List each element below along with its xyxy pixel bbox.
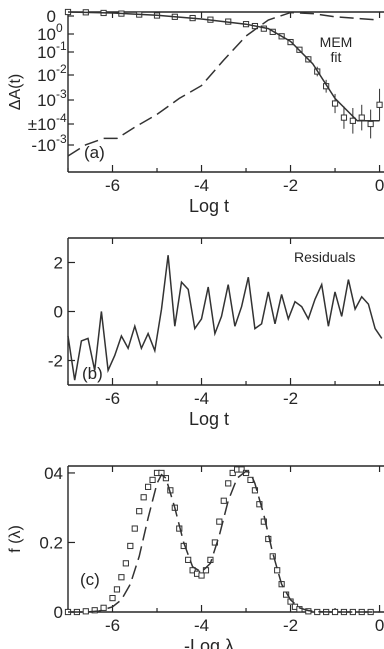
y-tick-label: 10 (37, 91, 56, 110)
y-tick-exponent: -2 (56, 62, 67, 76)
data-point (349, 117, 356, 124)
panel-b: -6 -4 -2 Log t 2 0 -2 (b) Residuals (48, 237, 384, 429)
x-tick-label: -6 (105, 176, 120, 195)
series (68, 470, 380, 613)
data-point (127, 542, 134, 550)
data-point (269, 553, 276, 560)
data-point (358, 114, 365, 121)
x-axis-label: -Log λ (184, 636, 234, 649)
x-tick-label: -2 (283, 616, 298, 635)
data-point (331, 100, 339, 107)
y-tick-label: 0.2 (39, 533, 63, 552)
panel-label: (a) (84, 143, 105, 162)
y-tick-label: 04 (44, 464, 63, 483)
x-tick-label: -2 (283, 389, 298, 408)
data-point (376, 101, 383, 108)
x-tick-label: -2 (283, 176, 298, 195)
series-line (67, 11, 380, 122)
data-point (131, 525, 138, 532)
data-point (216, 518, 223, 525)
x-axis-label: Log t (189, 409, 229, 429)
y-tick-exponent: -1 (56, 39, 67, 53)
y-tick-label: -10 (31, 136, 56, 155)
y-tick-exponent: -4 (56, 111, 67, 125)
y-tick-label: 2 (54, 254, 63, 273)
data-point (82, 608, 89, 615)
annotation-line: fit (331, 49, 342, 65)
panel-c: -6 -4 -2 0 -Log λ 04 0.2 0 f (λ) (c) (7, 464, 384, 649)
data-point (100, 604, 107, 611)
data-point (238, 466, 245, 473)
y-tick-label: 0 (47, 7, 56, 26)
series (67, 11, 380, 122)
x-axis-label: Log t (189, 196, 229, 216)
x-tick-label: 0 (375, 616, 384, 635)
series-line (67, 255, 383, 381)
x-tick-label: -4 (194, 616, 209, 635)
data-point (91, 607, 98, 614)
y-tick-exponent: 0 (56, 21, 63, 35)
y-tick-label: 10 (37, 43, 56, 62)
data-point (162, 475, 170, 482)
data-point (229, 469, 236, 477)
data-point (274, 567, 281, 574)
y-tick-exponent: -3 (56, 132, 67, 146)
panel-label: (c) (80, 570, 100, 589)
data-point (118, 574, 125, 581)
data-point (331, 608, 339, 616)
series (67, 11, 380, 157)
y-tick-label: 10 (37, 25, 56, 44)
series (67, 255, 383, 381)
series (64, 8, 383, 139)
data-point (113, 586, 121, 593)
data-point (109, 594, 116, 602)
data-point (145, 483, 152, 490)
y-tick-label: -2 (48, 352, 63, 371)
data-point (340, 114, 348, 121)
x-tick-label: 0 (375, 176, 384, 195)
data-point (136, 508, 143, 515)
x-tick-label: -4 (194, 176, 209, 195)
data-point (367, 120, 374, 128)
data-point (282, 591, 290, 598)
data-point (260, 518, 267, 525)
y-axis-label: f (λ) (7, 525, 24, 553)
y-tick-exponent: -3 (56, 87, 67, 101)
data-point (225, 480, 232, 487)
data-point (189, 567, 196, 574)
data-point (198, 572, 205, 579)
y-tick-label: 0 (54, 603, 63, 622)
series-line (68, 470, 380, 613)
y-tick-label: ±10 (28, 115, 56, 134)
series (64, 466, 374, 616)
data-point (122, 560, 129, 567)
x-tick-label: -6 (105, 389, 120, 408)
y-tick-label: 10 (37, 66, 56, 85)
data-point (149, 476, 156, 484)
data-point (185, 556, 192, 563)
annotation-line: MEM (320, 34, 353, 50)
x-tick-label: -6 (105, 616, 120, 635)
y-axis-label: ΔA(t) (7, 74, 24, 110)
y-tick-label: 0 (54, 303, 63, 322)
data-point (220, 497, 227, 504)
annotation: Residuals (294, 249, 355, 265)
data-point (140, 494, 147, 501)
series-line (67, 11, 380, 157)
x-tick-label: -4 (194, 389, 209, 408)
panel-label: (b) (82, 364, 103, 383)
